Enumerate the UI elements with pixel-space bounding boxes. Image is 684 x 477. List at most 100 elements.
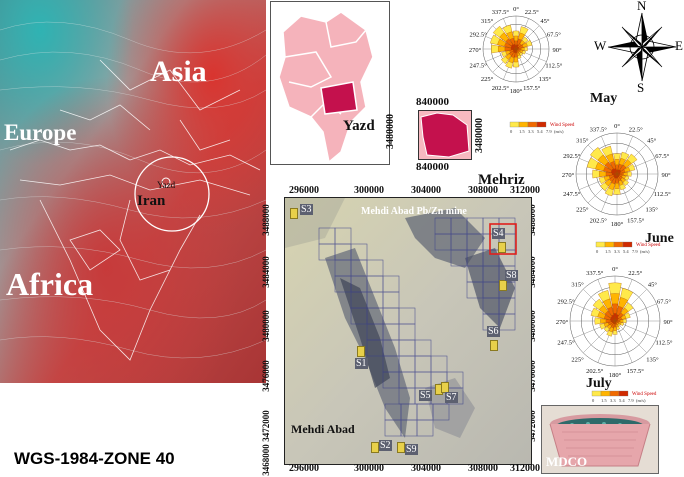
rose-petal (616, 173, 619, 178)
month-label-july: July (586, 376, 612, 391)
rose-petal (504, 46, 517, 52)
rose-petal (611, 303, 619, 322)
rose-petal (616, 171, 621, 175)
rose-direction-label: 292.5° (557, 299, 575, 306)
top-tick: 312000 (510, 185, 540, 196)
rose-direction-label: 270° (556, 319, 569, 326)
province-map: Yazd (270, 1, 390, 165)
legend-may: Wind Speed (m/s) 0 1.5 3.3 5.4 7.9 (508, 121, 582, 135)
site-label: S7 (445, 392, 458, 403)
legend-title: Wind Speed (636, 243, 661, 248)
asia-label: Asia (150, 55, 207, 88)
legend-value: 3.3 (528, 129, 534, 134)
wind-rose-chart: 0°22.5°45°67.5°90°112.5°135°157.5°180°20… (469, 6, 563, 95)
rose-direction-label: 45° (540, 18, 550, 25)
legend-unit: (m/s) (640, 249, 650, 254)
rose-direction-label: 22.5° (525, 9, 539, 16)
iran-label: Iran (137, 193, 166, 209)
rose-petal (613, 320, 617, 328)
compass-south-label: S (637, 80, 645, 95)
site-pin-icon (490, 340, 498, 351)
study-map-frame: Mehdi Abad Pb/Zn mine Mehdi Abad S3 S4 S… (284, 197, 532, 465)
rose-petal (515, 47, 522, 51)
rose-petal (614, 320, 616, 324)
rose-petal (515, 44, 519, 50)
rose-direction-label: 90° (661, 172, 671, 179)
rose-direction-label: 157.5° (627, 217, 645, 224)
rose-direction-label: 247.5° (470, 63, 488, 70)
legend-swatch (604, 241, 615, 248)
rose-petal (616, 173, 620, 177)
top-tick: 300000 (354, 185, 384, 196)
site-label: S6 (487, 326, 500, 337)
rose-petal (615, 173, 619, 184)
rose-petal (614, 319, 621, 323)
legend-value: 1.5 (601, 398, 607, 403)
rose-direction-label: 180° (510, 88, 523, 94)
rose-direction-label: 157.5° (627, 368, 645, 375)
top-tick: 296000 (289, 185, 319, 196)
rose-direction-label: 292.5° (470, 31, 488, 38)
wind-rose-chart: 0°22.5°45°67.5°90°112.5°135°157.5°180°20… (556, 266, 673, 379)
rose-direction-label: 270° (562, 172, 575, 179)
iran-highlight-circle (134, 156, 210, 232)
rose-petal (613, 173, 618, 178)
mehriz-inset: 840000 3480000 3480000 840000 (385, 96, 502, 176)
rose-petal (513, 43, 517, 50)
rose-petal (616, 173, 621, 175)
legend-value: 5.4 (537, 129, 543, 134)
rose-direction-label: 180° (611, 221, 624, 227)
legend-swatch (518, 121, 529, 128)
province-shape (278, 11, 374, 164)
rose-direction-label: 0° (513, 6, 519, 13)
rose-petal (612, 320, 616, 324)
compass-north-label: N (637, 0, 647, 13)
rose-petal (616, 169, 618, 175)
rose-petal (609, 318, 616, 322)
legend-july: Wind Speed (m/s) 0 1.5 3.3 5.4 7.9 (590, 390, 664, 404)
rose-petal (605, 171, 618, 177)
rose-petal (616, 173, 618, 179)
mehriz-top-tick: 840000 (416, 96, 449, 108)
rose-direction-label: 22.5° (628, 270, 642, 277)
mehriz-inset-frame (418, 110, 472, 160)
legend-june: Wind Speed (m/s) 0 1.5 3.3 5.4 7.9 (594, 241, 668, 255)
rose-petal (611, 320, 616, 323)
rose-direction-label: 202.5° (590, 217, 608, 224)
legend-value: 5.4 (623, 249, 629, 254)
month-label-june: June (645, 231, 674, 246)
legend-swatch (595, 241, 606, 248)
site-pin-icon (357, 346, 365, 357)
rose-direction-label: 292.5° (563, 153, 581, 160)
rose-petal (610, 170, 618, 175)
left-tick: 3484000 (260, 256, 271, 288)
europe-label: Europe (4, 120, 77, 145)
left-tick: 3472000 (260, 410, 271, 442)
legend-value: 1.5 (605, 249, 611, 254)
rose-direction-label: 135° (646, 356, 659, 363)
rose-petal (514, 48, 518, 58)
rose-petal (611, 173, 618, 175)
rose-direction-label: 270° (469, 47, 482, 54)
rose-direction-label: 135° (645, 207, 658, 214)
projection-label: WGS-1984-ZONE 40 (14, 449, 175, 468)
rose-petal (515, 47, 520, 50)
sampler-photo: MDCO (541, 405, 659, 474)
world-map-image (0, 0, 267, 383)
site-pin-icon (397, 442, 405, 453)
wind-rose-july: 0° 22.5° 45° 67.5° 90° 112.5° 135° 157.5° 180° 20… (550, 260, 680, 380)
legend-title: Wind Speed (632, 392, 657, 397)
mehriz-bottom-tick: 840000 (416, 161, 449, 173)
study-map-left-ticks: 3488000 3484000 3480000 3476000 3472000 … (261, 197, 284, 476)
legend-unit: (m/s) (636, 398, 646, 403)
legend-swatch (509, 121, 520, 128)
rose-direction-label: 225° (576, 207, 589, 214)
legend-swatch (536, 121, 547, 128)
rose-direction-label: 157.5° (523, 85, 541, 92)
rose-direction-label: 67.5° (547, 31, 561, 38)
rose-direction-label: 0° (614, 123, 620, 130)
legend-swatch (600, 390, 611, 397)
rose-petal (610, 320, 616, 322)
world-map: Asia Europe Africa Iran Yazd (0, 0, 267, 383)
mdco-basin-image (542, 406, 658, 473)
